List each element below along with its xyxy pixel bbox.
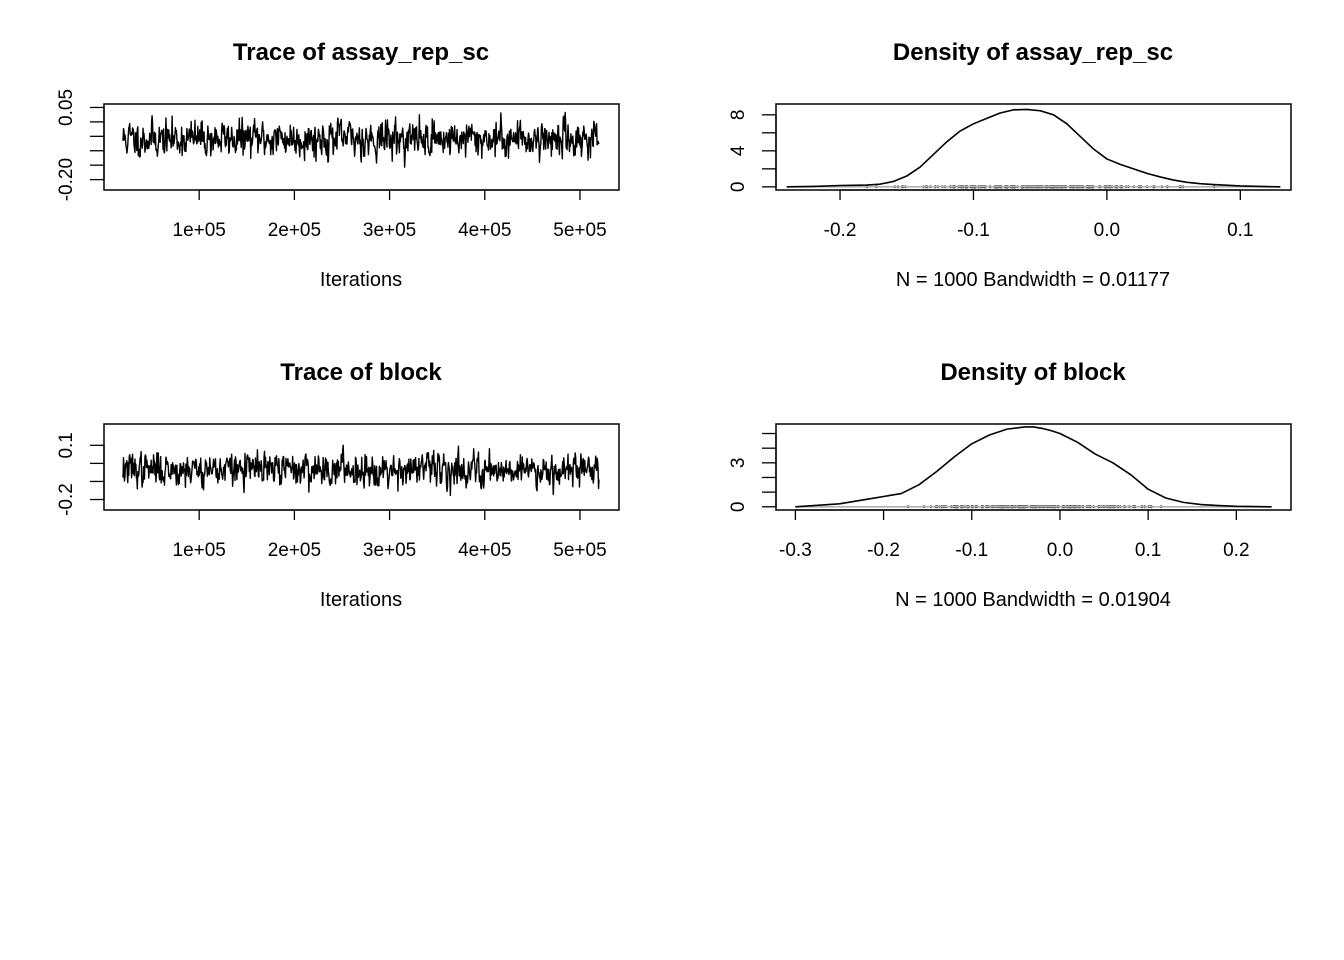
x-axis-label: Iterations [320,269,402,291]
x-axis: 1e+05 2e+05 3e+05 4e+05 5e+05 [173,509,607,561]
x-axis-label: N = 1000 Bandwidth = 0.01904 [895,589,1171,611]
density-line [786,108,1281,188]
x-tick-label: 2e+05 [268,220,321,241]
trace-line [122,111,600,168]
chart-title: Density of assay_rep_sc [893,39,1173,66]
y-axis: 0 4 8 [728,110,777,193]
x-tick-label: 0.0 [1047,540,1073,561]
x-tick-label: -0.1 [957,220,990,241]
x-axis-label: N = 1000 Bandwidth = 0.01177 [896,269,1170,291]
y-axis: 03 [728,432,777,512]
x-axis-label: Iterations [320,589,402,611]
x-tick-label: 1e+05 [173,220,226,241]
trace-series [122,444,600,497]
x-tick-label: 3e+05 [363,220,416,241]
panel-density-assay-rep-sc: Density of assay_rep_sc -0.2 -0.1 0.0 0.1 0… [728,39,1292,291]
density-curve [795,426,1272,508]
y-tick-label: 0 [728,501,749,512]
x-tick-label: 0.1 [1227,220,1253,241]
y-tick-label: 0.1 [56,432,77,458]
y-tick-label: 0.05 [56,89,77,126]
x-axis: -0.2 -0.1 0.0 0.1 [824,189,1254,241]
x-tick-label: -0.2 [867,540,900,561]
x-tick-label: 0.0 [1094,220,1120,241]
y-tick-label: 4 [728,145,749,156]
x-tick-label: 0.1 [1135,540,1161,561]
x-tick-label: -0.2 [824,220,857,241]
panel-density-block: Density of block -0.3 -0.2 -0.1 0.0 0.1 0.2 0… [728,359,1292,611]
y-tick-label: -0.20 [56,158,77,201]
chart-title: Density of block [940,359,1126,386]
panel-trace-block: Trace of block 1e+05 2e+05 3e+05 4e+05 5e+05… [56,359,620,611]
y-axis: 0.05 -0.20 [56,89,105,201]
y-tick-label: 3 [728,458,749,469]
x-axis: -0.3 -0.2 -0.1 0.0 0.1 0.2 [779,509,1250,561]
x-axis: 1e+05 2e+05 3e+05 4e+05 5e+05 [173,189,607,241]
y-tick-label: 0 [728,182,749,193]
x-tick-label: 0.2 [1223,540,1249,561]
x-tick-label: 5e+05 [553,540,606,561]
y-axis: 0.1 -0.2 [56,432,105,516]
x-tick-label: 1e+05 [173,540,226,561]
x-tick-label: -0.3 [779,540,812,561]
trace-line [122,444,600,497]
x-tick-label: 3e+05 [363,540,416,561]
x-tick-label: -0.1 [955,540,988,561]
y-tick-label: -0.2 [56,483,77,516]
x-tick-label: 2e+05 [268,540,321,561]
x-tick-label: 4e+05 [458,220,511,241]
y-tick-label: 8 [728,110,749,121]
x-tick-label: 5e+05 [553,220,606,241]
chart-title: Trace of block [280,359,442,386]
trace-series [122,111,600,168]
panel-trace-assay-rep-sc: Trace of assay_rep_sc 1e+05 2e+05 3e+05 4e+… [56,39,620,291]
density-line [795,426,1272,508]
x-tick-label: 4e+05 [458,540,511,561]
density-curve [786,108,1281,188]
chart-title: Trace of assay_rep_sc [233,39,489,66]
